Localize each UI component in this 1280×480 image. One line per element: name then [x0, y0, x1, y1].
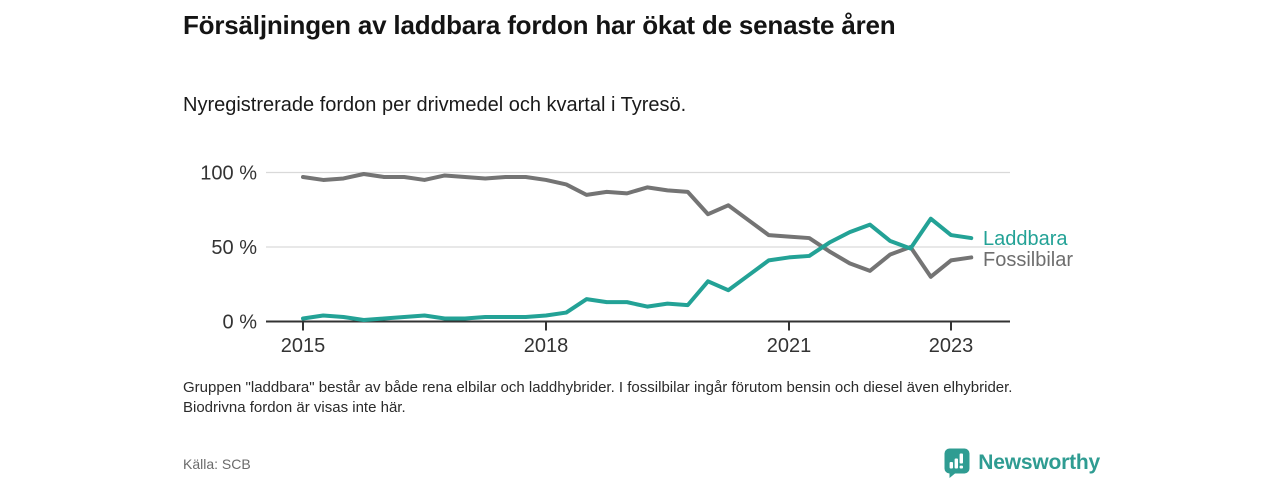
newsworthy-wordmark: Newsworthy	[978, 451, 1100, 474]
laddbara-line	[301, 216, 974, 323]
logo-exclamation-bar	[959, 453, 964, 464]
legend-laddbara: Laddbara	[983, 228, 1068, 250]
svg-text:2018: 2018	[524, 335, 569, 357]
x-axis-ticks	[302, 322, 952, 331]
x-axis-labels: 2015 2018 2021 2023	[281, 335, 974, 357]
gridlines	[266, 171, 1010, 248]
logo-bar-1	[949, 462, 954, 469]
chart-subtitle: Nyregistrerade fordon per drivmedel och …	[183, 94, 687, 116]
chart-footnote: Gruppen "laddbara" består av både rena e…	[183, 379, 1013, 416]
source-label: Källa: SCB	[183, 456, 251, 472]
logo-exclamation-dot	[959, 465, 964, 469]
svg-text:2023: 2023	[929, 335, 974, 357]
line-chart: 0 % 50 % 100 % 2015 2018 2021 2023 Laddbara F…	[200, 163, 1073, 358]
svg-text:2015: 2015	[281, 335, 326, 357]
svg-text:2021: 2021	[767, 335, 812, 357]
fossilbilar-line	[301, 171, 974, 279]
newsworthy-logo: Newsworthy	[943, 447, 1100, 479]
svg-text:50 %: 50 %	[211, 237, 257, 259]
svg-text:100 %: 100 %	[200, 163, 257, 185]
newsworthy-logo-icon	[944, 448, 970, 478]
chart-title: Försäljningen av laddbara fordon har öka…	[183, 10, 896, 40]
legend-fossilbilar: Fossilbilar	[983, 249, 1073, 271]
logo-bar-2	[954, 458, 959, 469]
svg-text:0 %: 0 %	[223, 312, 258, 334]
y-axis-labels: 0 % 50 % 100 %	[200, 163, 257, 334]
